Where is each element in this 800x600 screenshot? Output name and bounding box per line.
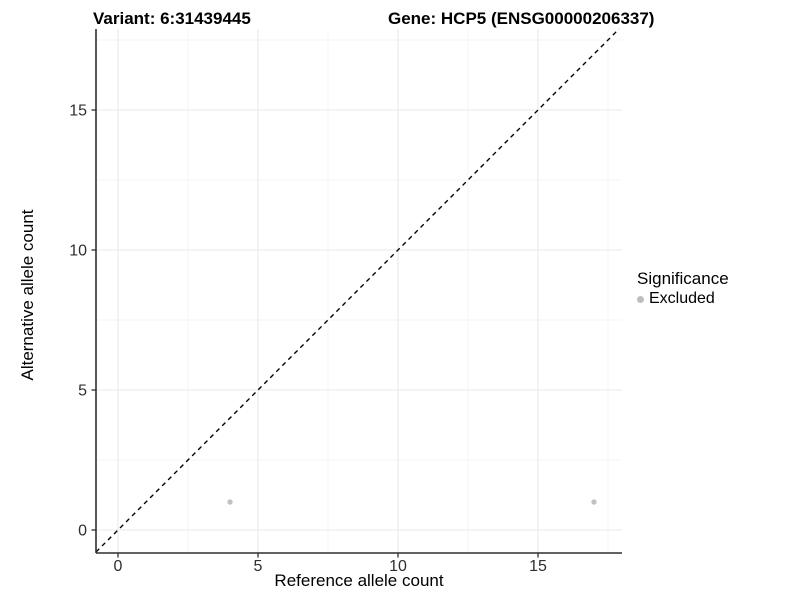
y-tick-label: 15 <box>69 103 87 120</box>
variant-title: Variant: 6:31439445 <box>93 9 251 28</box>
x-tick-label: 15 <box>529 558 547 575</box>
x-tick-label: 0 <box>114 558 123 575</box>
data-point <box>591 499 597 505</box>
data-point <box>227 499 233 505</box>
x-tick-label: 10 <box>389 558 407 575</box>
legend-entry-label: Excluded <box>649 290 715 307</box>
y-tick-label: 0 <box>78 523 87 540</box>
legend-entry-excluded: Excluded <box>637 290 729 308</box>
x-tick-label: 5 <box>254 558 263 575</box>
y-axis-title: Alternative allele count <box>18 209 37 381</box>
identity-dashed-line <box>95 28 620 553</box>
legend-title: Significance <box>637 269 729 288</box>
x-axis-title: Reference allele count <box>274 571 444 590</box>
y-tick-label: 5 <box>78 383 87 400</box>
y-tick-label: 10 <box>69 243 87 260</box>
legend-point-icon <box>637 295 644 303</box>
legend: Significance Excluded <box>637 268 729 308</box>
gene-title: Gene: HCP5 (ENSG00000206337) <box>388 9 655 28</box>
